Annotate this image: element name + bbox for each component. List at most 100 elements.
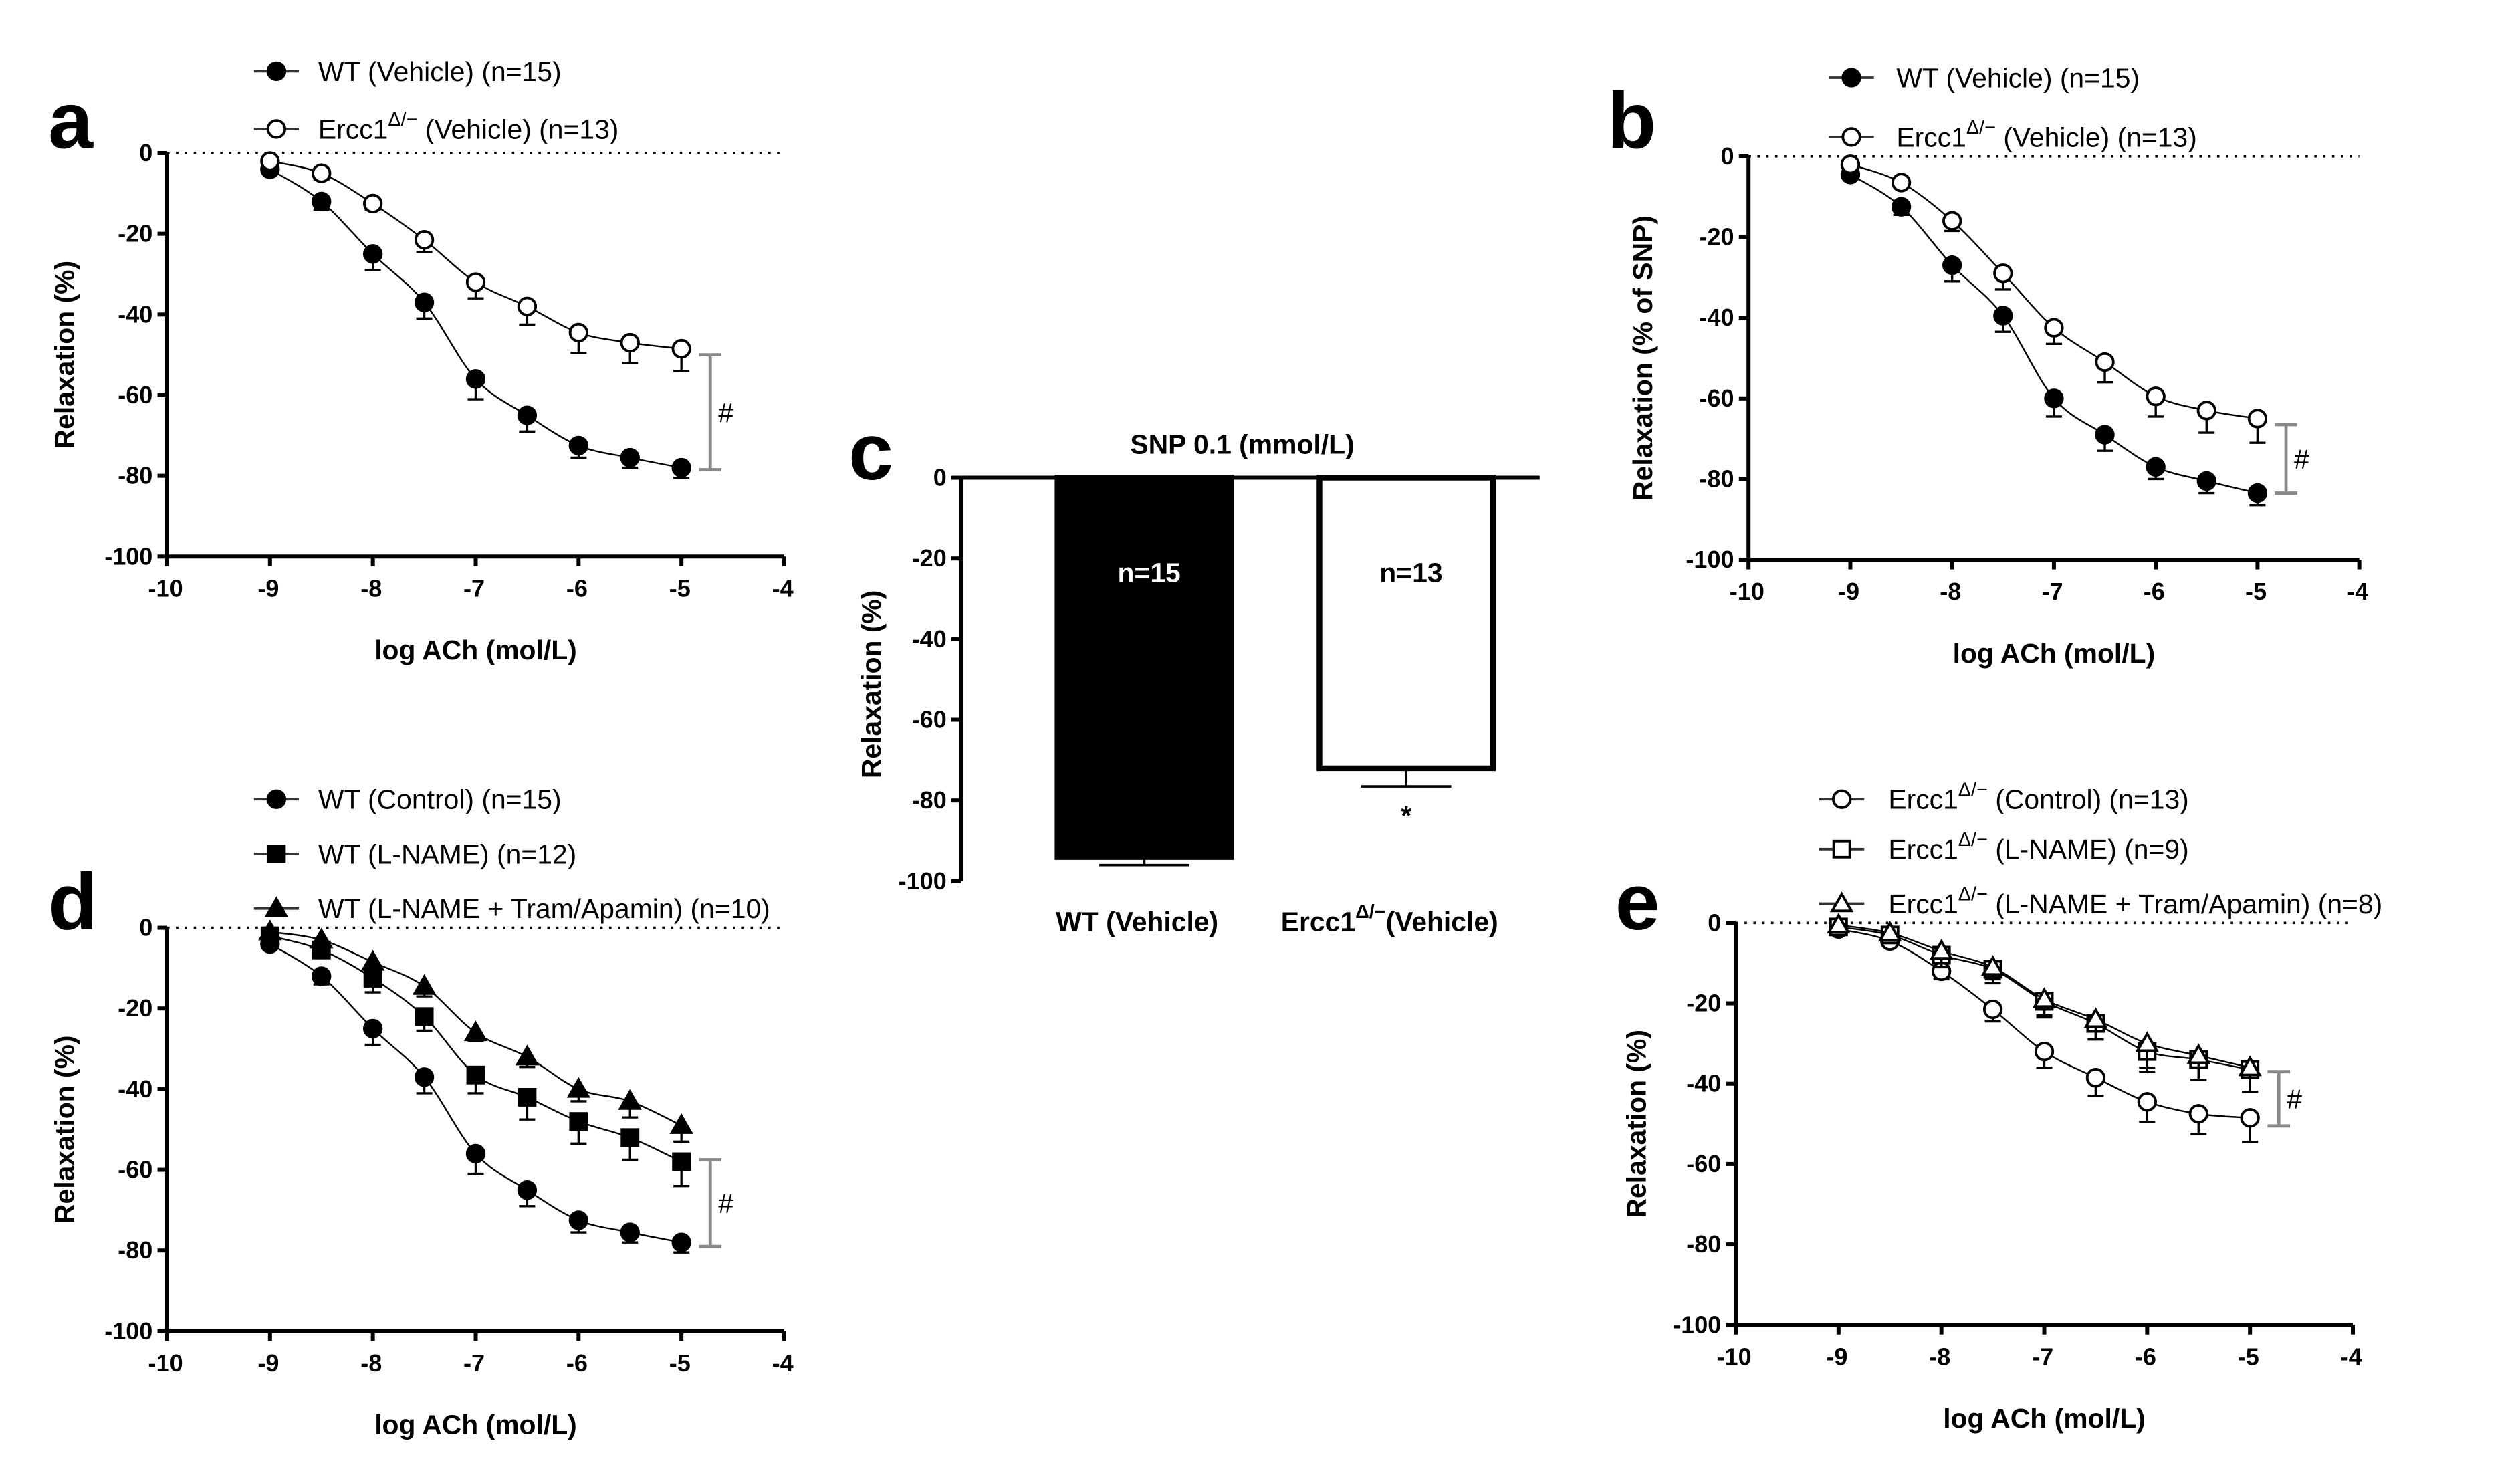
panel-a: a WT (Vehicle) (n=15) Ercc1Δ/− (Vehicle) (… bbox=[48, 56, 794, 665]
y-tick-label: -80 bbox=[1699, 465, 1734, 492]
x-tick-label: -7 bbox=[2041, 578, 2063, 605]
data-point bbox=[566, 1077, 591, 1098]
data-point bbox=[1929, 939, 1954, 960]
x-tick-label: -9 bbox=[1838, 578, 1859, 605]
data-point bbox=[360, 949, 385, 971]
data-point bbox=[2146, 457, 2166, 477]
x-tick-label: -7 bbox=[463, 1349, 485, 1377]
series-2 bbox=[258, 919, 693, 1143]
panel-e: e Ercc1Δ/− (Control) (n=13) Ercc1Δ/− (L-NA… bbox=[1615, 779, 2383, 1434]
data-point bbox=[310, 927, 334, 949]
legend-marker bbox=[264, 896, 289, 917]
y-tick-label: -60 bbox=[912, 706, 947, 734]
y-tick-label: 0 bbox=[1708, 909, 1721, 936]
series-2 bbox=[1827, 913, 2262, 1093]
data-point bbox=[1980, 955, 2005, 976]
bar-n-label: n=13 bbox=[1379, 558, 1442, 588]
panel-label: e bbox=[1615, 857, 1660, 947]
data-point bbox=[2196, 401, 2216, 421]
data-point bbox=[517, 1180, 538, 1200]
x-tick-label: -8 bbox=[360, 1349, 382, 1377]
data-point bbox=[414, 1067, 435, 1087]
legend-label: WT (Vehicle) (n=15) bbox=[1896, 62, 2140, 93]
data-point bbox=[466, 1065, 485, 1085]
data-point bbox=[518, 1088, 537, 1107]
data-point bbox=[672, 1152, 691, 1171]
panel-label: d bbox=[48, 857, 97, 947]
y-tick-label: -100 bbox=[104, 542, 152, 570]
legend-marker bbox=[1829, 891, 1854, 913]
series-1 bbox=[260, 151, 691, 372]
data-point bbox=[2135, 1031, 2160, 1052]
y-tick-label: 0 bbox=[1721, 142, 1734, 170]
x-tick-label: -6 bbox=[2144, 578, 2165, 605]
data-point bbox=[2034, 1041, 2055, 1062]
x-tick-label: -5 bbox=[669, 574, 691, 602]
x-tick-label: -4 bbox=[772, 574, 794, 602]
data-point bbox=[1891, 173, 1912, 193]
data-point bbox=[2240, 1108, 2260, 1128]
data-point bbox=[515, 1044, 540, 1066]
x-tick-label: -6 bbox=[2135, 1343, 2156, 1370]
data-point bbox=[671, 338, 691, 359]
data-point bbox=[1878, 921, 1902, 942]
data-point bbox=[568, 322, 588, 343]
data-point bbox=[568, 1210, 588, 1230]
x-tick-label: -8 bbox=[1940, 578, 1961, 605]
bar bbox=[1054, 475, 1234, 860]
x-tick-label: -9 bbox=[257, 574, 279, 602]
x-axis-label: log ACh (mol/L) bbox=[1943, 1403, 2146, 1434]
x-tick-label: -7 bbox=[2032, 1343, 2053, 1370]
y-axis-label: Relaxation (%) bbox=[49, 261, 80, 449]
series-1 bbox=[1840, 154, 2268, 444]
data-point bbox=[414, 292, 435, 312]
fit-curve bbox=[1838, 928, 2251, 1119]
fit-curve bbox=[1849, 173, 2258, 494]
y-tick-label: -80 bbox=[118, 462, 152, 489]
y-tick-label: -100 bbox=[104, 1317, 152, 1345]
data-point bbox=[1891, 197, 1912, 217]
data-point bbox=[669, 1113, 693, 1134]
data-point bbox=[2186, 1043, 2210, 1064]
y-tick-label: -40 bbox=[118, 300, 152, 328]
x-axis-label: log ACh (mol/L) bbox=[374, 635, 577, 665]
legend-marker bbox=[266, 119, 287, 139]
y-tick-label: -40 bbox=[118, 1075, 152, 1103]
data-point bbox=[414, 230, 435, 250]
data-point bbox=[2083, 1007, 2108, 1028]
data-point bbox=[312, 966, 332, 986]
legend-label: WT (L-NAME + Tram/Apamin) (n=10) bbox=[318, 893, 770, 924]
data-point bbox=[620, 1222, 640, 1242]
x-tick-label: -6 bbox=[566, 574, 588, 602]
data-point bbox=[2044, 318, 2064, 338]
data-point bbox=[362, 193, 383, 214]
y-tick-label: 0 bbox=[139, 139, 152, 166]
legend-label: WT (L-NAME) (n=12) bbox=[318, 838, 576, 869]
x-tick-label: -8 bbox=[360, 574, 382, 602]
category-label: WT (Vehicle) bbox=[1056, 906, 1218, 937]
data-point bbox=[1840, 154, 1861, 175]
y-tick-label: -60 bbox=[118, 1156, 152, 1184]
data-point bbox=[620, 332, 640, 353]
panel-d: d WT (Control) (n=15) WT (L-NAME) (n=12) WT… bbox=[48, 784, 794, 1440]
data-point bbox=[517, 405, 538, 425]
x-tick-label: -5 bbox=[2238, 1343, 2259, 1370]
legend-label: Ercc1Δ/− (L-NAME + Tram/Apamin) (n=8) bbox=[1888, 884, 2382, 919]
data-point bbox=[2137, 1092, 2158, 1112]
legend-marker bbox=[1841, 127, 1861, 147]
significance-marker: # bbox=[2287, 1084, 2302, 1115]
legend-marker bbox=[266, 61, 287, 82]
fit-curve bbox=[269, 943, 682, 1244]
fit-curve bbox=[1850, 163, 2258, 420]
x-tick-label: -10 bbox=[148, 1349, 183, 1377]
x-tick-label: -6 bbox=[566, 1349, 588, 1377]
significance-marker: # bbox=[718, 1188, 733, 1219]
y-tick-label: -100 bbox=[1686, 546, 1734, 573]
data-point bbox=[1942, 255, 1962, 275]
data-point bbox=[620, 447, 640, 468]
data-point bbox=[569, 1112, 588, 1131]
data-point bbox=[2095, 425, 2115, 445]
legend-marker bbox=[1841, 68, 1861, 88]
x-tick-label: -4 bbox=[2341, 1343, 2362, 1370]
y-tick-label: -60 bbox=[1699, 384, 1734, 412]
